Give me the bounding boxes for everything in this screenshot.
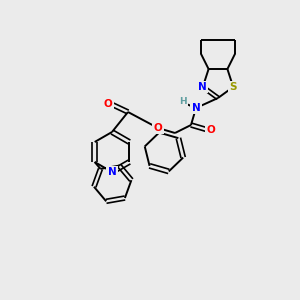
Text: N: N bbox=[108, 167, 116, 177]
Text: N: N bbox=[192, 103, 200, 113]
Text: O: O bbox=[154, 123, 162, 133]
Text: N: N bbox=[198, 82, 207, 92]
Text: O: O bbox=[103, 99, 112, 109]
Text: O: O bbox=[207, 125, 215, 135]
Text: S: S bbox=[230, 82, 237, 92]
Text: H: H bbox=[179, 97, 187, 106]
